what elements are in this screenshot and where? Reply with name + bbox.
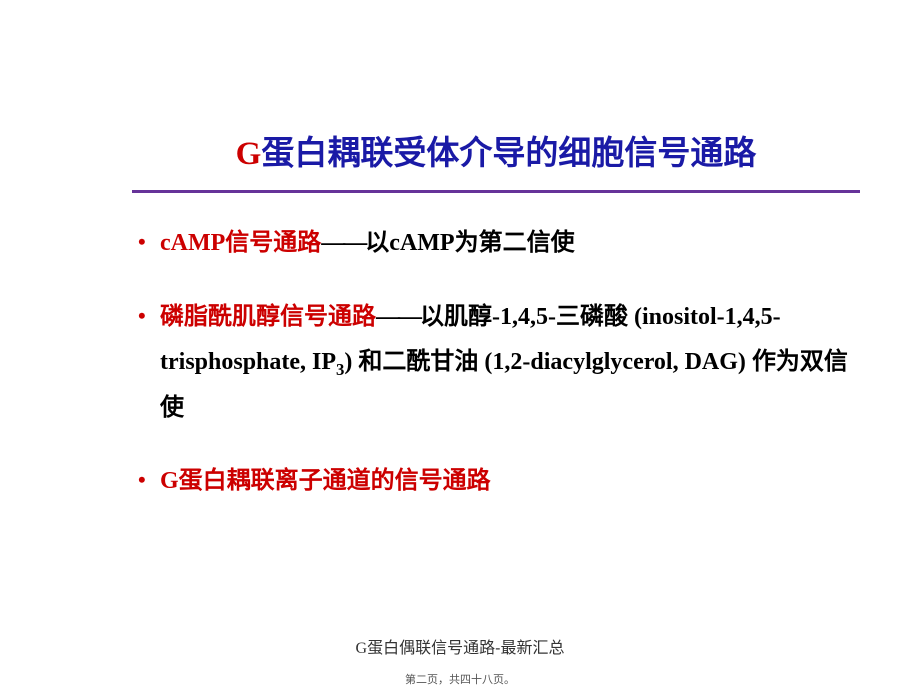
slide-title: G蛋白耦联受体介导的细胞信号通路 — [102, 102, 890, 174]
page-number: 第二页，共四十八页。 — [0, 671, 920, 687]
bullet-list: cAMP信号通路——以cAMP为第二信使 磷脂酰肌醇信号通路——以肌醇-1,4,… — [102, 193, 890, 505]
b2-dash: —— — [376, 304, 420, 330]
b2-zh3: 和二酰甘油 — [352, 349, 484, 375]
b2-zh2: 三磷酸 — [556, 304, 634, 330]
bullet-1: cAMP信号通路——以cAMP为第二信使 — [160, 221, 848, 267]
b2-red: 磷脂酰肌醇信号通路 — [160, 304, 376, 330]
bullet-2: 磷脂酰肌醇信号通路——以肌醇-1,4,5-三磷酸 (inositol-1,4,5… — [160, 295, 848, 432]
caption-g: G — [356, 640, 368, 657]
b1-black-en: cAMP — [389, 230, 454, 256]
b3-red-g: G — [160, 468, 179, 494]
b2-paren2: (1,2-diacylglycerol, DAG) — [484, 349, 746, 375]
caption: G蛋白偶联信号通路-最新汇总 — [0, 634, 920, 658]
b1-dash: —— — [321, 230, 365, 256]
b3-red-zh: 蛋白耦联离子通道的信号通路 — [179, 468, 491, 494]
b2-num1: -1,4,5- — [492, 304, 556, 330]
page: G蛋白耦联受体介导的细胞信号通路 cAMP信号通路——以cAMP为第二信使 磷脂… — [0, 0, 920, 690]
bullet-3: G蛋白耦联离子通道的信号通路 — [160, 459, 848, 505]
b2-zh1: 以肌醇 — [420, 304, 492, 330]
b1-red-en: cAMP — [160, 230, 225, 256]
b1-black-zh1: 以 — [365, 230, 389, 256]
caption-text: 蛋白偶联信号通路-最新汇总 — [367, 640, 564, 657]
title-letter-g: G — [236, 136, 262, 172]
title-text: 蛋白耦联受体介导的细胞信号通路 — [261, 134, 756, 171]
slide: G蛋白耦联受体介导的细胞信号通路 cAMP信号通路——以cAMP为第二信使 磷脂… — [102, 102, 890, 550]
b1-red-zh: 信号通路 — [225, 230, 321, 256]
b1-black-zh2: 为第二信使 — [455, 230, 575, 256]
